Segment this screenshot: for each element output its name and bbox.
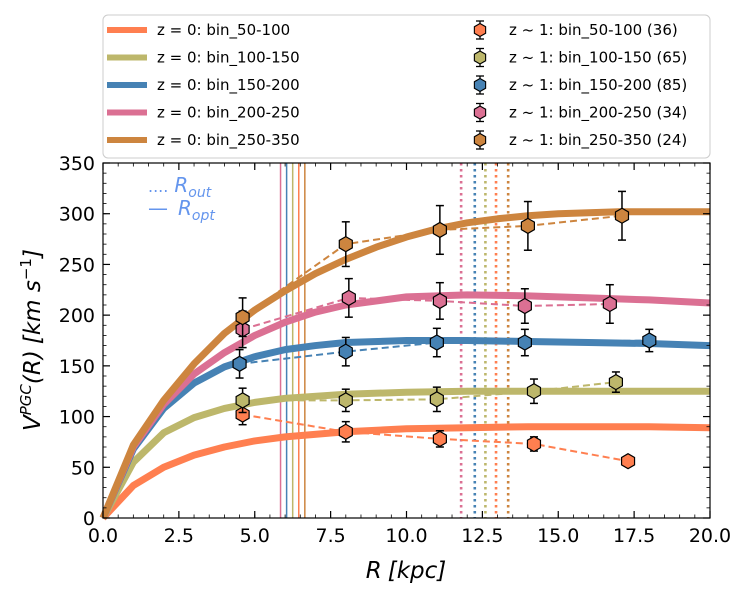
x-tick-label: 10.0 bbox=[385, 525, 427, 547]
y-tick-label: 250 bbox=[59, 254, 95, 276]
model-curves bbox=[99, 208, 711, 521]
legend-marker bbox=[473, 105, 487, 120]
radius-annotation: .... Rout — Ropt bbox=[148, 173, 215, 224]
legend-label: z ~ 1: bin_200-250 (34) bbox=[509, 104, 687, 123]
x-tick-label: 0.0 bbox=[88, 525, 118, 547]
x-tick-label: 20.0 bbox=[689, 525, 731, 547]
data-point bbox=[338, 392, 353, 409]
data-point bbox=[429, 334, 444, 351]
observed-line bbox=[242, 381, 617, 402]
data-point bbox=[432, 430, 447, 448]
legend-marker bbox=[473, 50, 487, 65]
legend-marker bbox=[473, 22, 487, 38]
y-tick-label: 150 bbox=[59, 356, 95, 378]
y-tick-label: 100 bbox=[59, 407, 95, 429]
data-point bbox=[620, 453, 636, 470]
model-curve bbox=[99, 337, 711, 520]
y-tick-label: 350 bbox=[59, 153, 95, 175]
data-point bbox=[526, 383, 542, 400]
data-point bbox=[338, 343, 353, 360]
model-curve bbox=[99, 208, 710, 520]
x-tick-label: 7.5 bbox=[316, 525, 346, 547]
data-point bbox=[235, 406, 250, 423]
legend-label: z ~ 1: bin_250-350 (24) bbox=[509, 131, 687, 150]
data-point bbox=[608, 373, 624, 391]
x-tick-label: 15.0 bbox=[537, 525, 579, 547]
legend-marker bbox=[473, 77, 487, 93]
legend-box bbox=[102, 14, 711, 159]
legend-observed-entries: z ~ 1: bin_50-100 (36) z ~ 1: bin_100-150… bbox=[473, 20, 687, 150]
model-curve bbox=[100, 423, 711, 521]
legend-label: z = 0: bin_50-100 bbox=[157, 21, 290, 40]
y-tick-label: 0 bbox=[83, 508, 95, 530]
legend-label: z ~ 1: bin_50-100 (36) bbox=[509, 21, 678, 40]
legend-label: z ~ 1: bin_150-200 (85) bbox=[509, 76, 687, 95]
x-tick-label: 12.5 bbox=[461, 525, 503, 547]
data-point bbox=[235, 308, 250, 326]
axis-ticks: 0.0 2.5 5.0 7.5 10.0 12.5 15.0 17.5 20.0 0 50 100 15… bbox=[59, 153, 731, 547]
y-tick-label: 200 bbox=[59, 305, 95, 327]
y-tick-label: 50 bbox=[71, 457, 95, 479]
legend-label: z ~ 1: bin_100-150 (65) bbox=[509, 49, 687, 68]
data-point bbox=[338, 423, 353, 440]
data-point bbox=[614, 207, 630, 224]
data-point bbox=[432, 221, 447, 239]
ropt-annotation: — Ropt bbox=[148, 196, 215, 224]
legend-label: z = 0: bin_200-250 bbox=[157, 104, 300, 123]
x-tick-label: 17.5 bbox=[613, 525, 655, 547]
x-axis-title: R [kpc] bbox=[366, 558, 447, 584]
data-point bbox=[520, 217, 536, 235]
y-tick-label: 300 bbox=[59, 204, 95, 226]
rout-annotation: .... Rout bbox=[148, 173, 212, 201]
data-point bbox=[642, 332, 657, 349]
legend-marker bbox=[473, 132, 487, 148]
observed-points bbox=[232, 190, 657, 470]
model-curve bbox=[99, 291, 711, 520]
data-point bbox=[432, 292, 447, 310]
data-point bbox=[526, 435, 542, 453]
x-tick-label: 5.0 bbox=[240, 525, 270, 547]
data-point bbox=[429, 391, 444, 408]
data-point bbox=[517, 334, 532, 351]
data-point bbox=[338, 235, 353, 253]
legend-label: z = 0: bin_100-150 bbox=[157, 49, 300, 68]
radius-marker-lines bbox=[279, 163, 510, 518]
data-point bbox=[517, 297, 532, 315]
data-point bbox=[602, 295, 617, 313]
data-point bbox=[232, 355, 247, 373]
data-point bbox=[235, 392, 250, 409]
model-curve bbox=[99, 387, 710, 520]
legend-label: z = 0: bin_250-350 bbox=[157, 131, 300, 150]
y-axis-title: VPGC(R)[km s−1] bbox=[17, 249, 46, 431]
x-tick-label: 2.5 bbox=[164, 525, 194, 547]
data-point bbox=[341, 289, 356, 307]
legend-label: z = 0: bin_150-200 bbox=[157, 76, 300, 95]
